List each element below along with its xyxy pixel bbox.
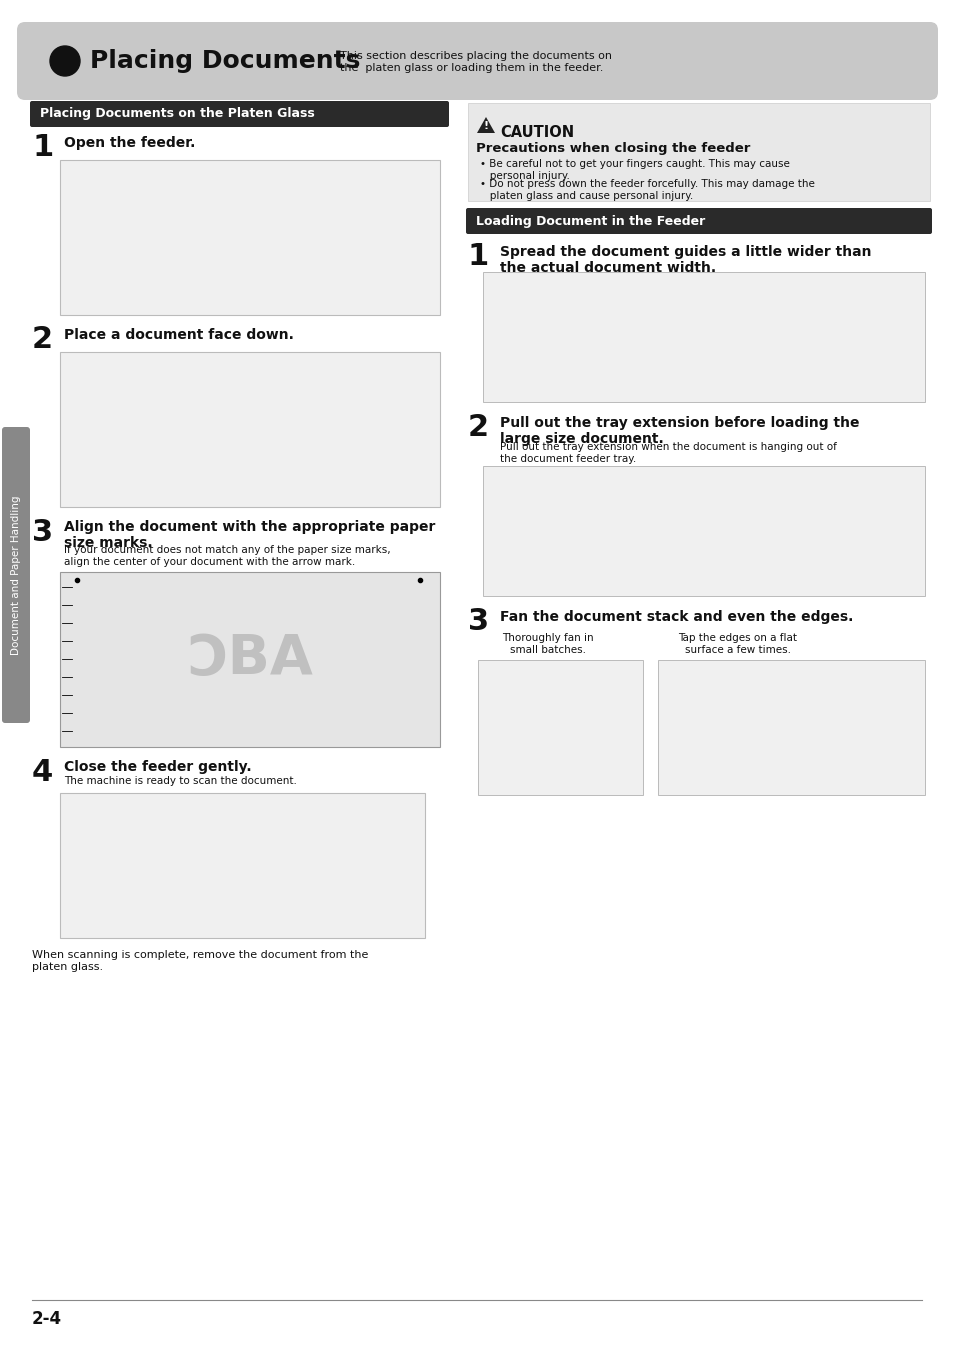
FancyBboxPatch shape: [30, 101, 449, 127]
FancyBboxPatch shape: [17, 22, 937, 100]
Bar: [482, 271, 924, 402]
Text: 4: 4: [32, 757, 53, 787]
Text: Placing Documents: Placing Documents: [90, 49, 360, 73]
Text: When scanning is complete, remove the document from the
platen glass.: When scanning is complete, remove the do…: [32, 950, 368, 972]
Text: This section describes placing the documents on: This section describes placing the docum…: [339, 51, 612, 61]
Bar: [482, 466, 924, 595]
Text: • Do not press down the feeder forcefully. This may damage the
   platen glass a: • Do not press down the feeder forcefull…: [479, 180, 814, 201]
Text: Close the feeder gently.: Close the feeder gently.: [64, 760, 252, 774]
Text: 2: 2: [32, 325, 53, 354]
Circle shape: [50, 46, 80, 76]
FancyBboxPatch shape: [2, 427, 30, 724]
Text: Spread the document guides a little wider than
the actual document width.: Spread the document guides a little wide…: [499, 244, 871, 275]
Text: Placing Documents on the Platen Glass: Placing Documents on the Platen Glass: [40, 108, 314, 120]
Text: !: !: [483, 122, 488, 131]
Text: Open the feeder.: Open the feeder.: [64, 136, 195, 150]
Text: 2: 2: [468, 413, 489, 441]
Text: Pull out the tray extension when the document is hanging out of
the document fee: Pull out the tray extension when the doc…: [499, 441, 836, 463]
Text: the  platen glass or loading them in the feeder.: the platen glass or loading them in the …: [339, 63, 602, 73]
Bar: [60, 792, 424, 938]
Text: Tap the edges on a flat
surface a few times.: Tap the edges on a flat surface a few ti…: [678, 633, 797, 655]
Bar: [658, 660, 924, 795]
Text: Thoroughly fan in
small batches.: Thoroughly fan in small batches.: [501, 633, 593, 655]
Text: Document and Paper Handling: Document and Paper Handling: [11, 495, 21, 655]
Text: Loading Document in the Feeder: Loading Document in the Feeder: [476, 215, 704, 228]
FancyBboxPatch shape: [465, 208, 931, 234]
Text: Fan the document stack and even the edges.: Fan the document stack and even the edge…: [499, 610, 853, 624]
Text: Pull out the tray extension before loading the
large size document.: Pull out the tray extension before loadi…: [499, 416, 859, 447]
Text: Align the document with the appropriate paper
size marks.: Align the document with the appropriate …: [64, 520, 435, 551]
Bar: [60, 572, 439, 747]
Text: If your document does not match any of the paper size marks,
align the center of: If your document does not match any of t…: [64, 545, 390, 567]
Text: ƆBA: ƆBA: [187, 633, 313, 687]
Polygon shape: [476, 117, 495, 134]
Text: Place a document face down.: Place a document face down.: [64, 328, 294, 342]
Text: Precautions when closing the feeder: Precautions when closing the feeder: [476, 142, 750, 155]
Text: 3: 3: [468, 608, 489, 636]
Bar: [468, 103, 929, 201]
Text: 3: 3: [32, 518, 53, 547]
Text: 2-4: 2-4: [32, 1310, 62, 1328]
Text: 1: 1: [468, 242, 489, 271]
Text: The machine is ready to scan the document.: The machine is ready to scan the documen…: [64, 776, 296, 786]
Bar: [60, 352, 439, 508]
Text: CAUTION: CAUTION: [499, 126, 574, 140]
Text: 1: 1: [32, 134, 53, 162]
Text: • Be careful not to get your fingers caught. This may cause
   personal injury.: • Be careful not to get your fingers cau…: [479, 159, 789, 181]
Bar: [477, 660, 642, 795]
Bar: [60, 161, 439, 315]
